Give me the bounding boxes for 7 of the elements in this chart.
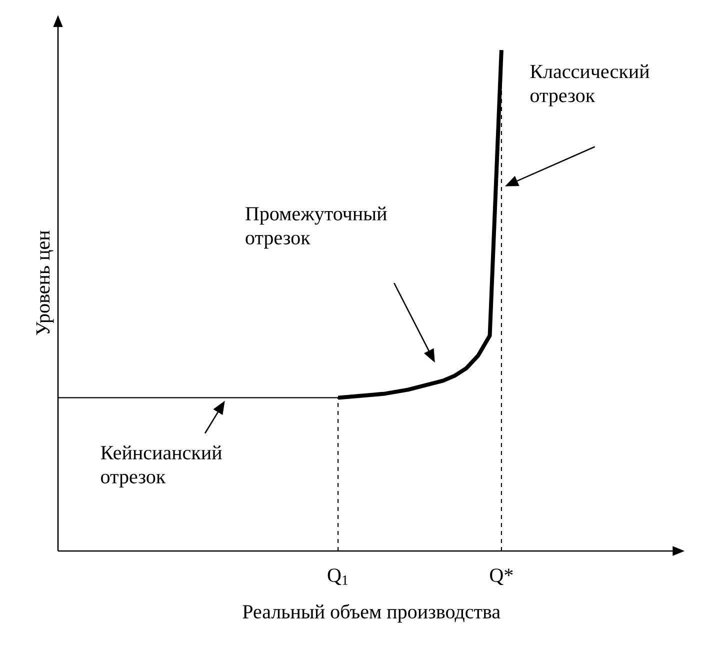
x-tick-label: Q* [490, 568, 513, 586]
x-tick-label: Q$_{1}$ [328, 568, 348, 586]
annotation: Кейнсианский отрезок [100, 446, 222, 488]
y-axis-title: Уровень цен [36, 230, 54, 336]
annotation: Промежуточный отрезок [246, 206, 387, 249]
annotation: Классический отрезок [530, 64, 650, 106]
x-axis-title: Реальный объем производства [242, 604, 500, 623]
